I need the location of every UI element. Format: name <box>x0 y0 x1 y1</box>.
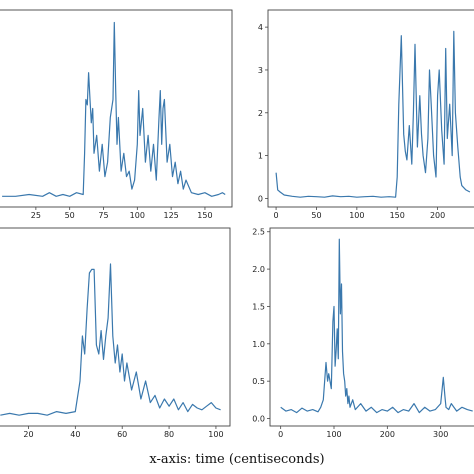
y-tick-label: 2.0 <box>252 265 265 274</box>
y-tick-label: 2 <box>258 109 263 118</box>
plot-panel-top-left: 25 50 75 100 125 150 <box>0 9 233 220</box>
y-tick-label: 3 <box>258 66 263 75</box>
y-tick-label: 1.5 <box>252 302 265 311</box>
plot-frame <box>269 227 474 427</box>
y-tick-label: 0.5 <box>252 377 265 386</box>
x-tick-label: 75 <box>98 211 108 220</box>
x-axis-caption: x-axis: time (centiseconds) <box>149 452 325 467</box>
plot-panel-bottom-right: 0 100 200 300 0.0 0.5 1.0 1.5 2.0 2.5 <box>252 227 474 439</box>
y-tick-label: 4 <box>258 23 263 32</box>
x-tick-label: 20 <box>23 430 33 439</box>
y-tick-label: 0 <box>258 194 263 203</box>
x-tick-label: 60 <box>117 430 127 439</box>
y-tick-label: 0.0 <box>252 415 265 424</box>
y-tick-label: 1 <box>258 152 263 161</box>
x-tick-label: 100 <box>326 430 341 439</box>
x-tick-label: 300 <box>433 430 448 439</box>
plot-panel-top-right: 0 50 100 150 200 0 1 2 3 4 <box>258 9 474 220</box>
x-tick-label: 40 <box>70 430 80 439</box>
x-tick-label: 200 <box>380 430 395 439</box>
series-line <box>275 30 471 198</box>
x-tick-label: 80 <box>164 430 174 439</box>
x-tick-label: 200 <box>430 211 445 220</box>
x-tick-label: 150 <box>197 211 212 220</box>
series-line <box>280 238 473 414</box>
x-tick-label: 0 <box>278 430 283 439</box>
plot-frame <box>0 227 231 427</box>
y-tick-label: 1.0 <box>252 340 265 349</box>
x-tick-label: 100 <box>130 211 145 220</box>
plot-frame <box>267 9 474 208</box>
x-tick-label: 0 <box>274 211 279 220</box>
x-tick-label: 100 <box>349 211 364 220</box>
series-line <box>0 263 221 416</box>
series-line <box>2 21 226 197</box>
y-tick-label: 2.5 <box>252 228 265 237</box>
plot-panel-bottom-left: 20 40 60 80 100 <box>0 227 231 439</box>
x-tick-label: 125 <box>163 211 178 220</box>
x-tick-label: 50 <box>65 211 75 220</box>
x-tick-label: 150 <box>390 211 405 220</box>
x-tick-label: 25 <box>31 211 41 220</box>
x-tick-label: 100 <box>208 430 223 439</box>
x-tick-label: 50 <box>311 211 321 220</box>
